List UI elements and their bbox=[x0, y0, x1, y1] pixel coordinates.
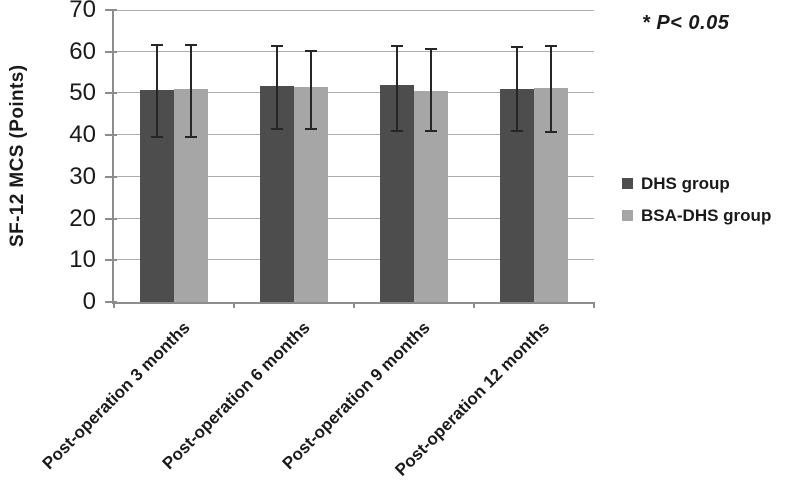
y-axis-tick bbox=[105, 301, 117, 303]
legend-swatch-bsa-dhs-icon bbox=[622, 210, 633, 221]
legend: DHS group BSA-DHS group bbox=[622, 172, 771, 227]
x-axis-tick bbox=[353, 302, 355, 308]
error-bar-cap-bottom bbox=[545, 130, 557, 133]
error-bar-line bbox=[396, 46, 398, 131]
error-bar-line bbox=[516, 46, 518, 132]
gridline bbox=[114, 10, 594, 11]
error-bar-cap-top bbox=[185, 43, 197, 46]
y-tick-label: 0 bbox=[82, 288, 96, 315]
error-bar-cap-top bbox=[545, 45, 557, 48]
error-bar-line bbox=[156, 44, 158, 138]
error-bar-cap-bottom bbox=[391, 129, 403, 132]
error-bar-cap-bottom bbox=[511, 130, 523, 133]
y-tick-label: 30 bbox=[69, 162, 96, 190]
y-tick-label: 40 bbox=[69, 121, 96, 149]
y-tick-label: 70 bbox=[69, 0, 96, 23]
legend-item-bsa-dhs-group: BSA-DHS group bbox=[622, 204, 771, 227]
gridline bbox=[114, 134, 594, 136]
error-bar-cap-top bbox=[511, 45, 523, 48]
x-axis-tick bbox=[593, 302, 595, 308]
gridline bbox=[114, 50, 594, 52]
gridline bbox=[114, 259, 594, 261]
gridline bbox=[114, 92, 594, 94]
y-axis-tick bbox=[105, 92, 117, 95]
y-axis-tick bbox=[105, 50, 117, 53]
error-bar-cap-top bbox=[391, 45, 403, 48]
x-axis-tick bbox=[113, 302, 115, 308]
error-bar-cap-top bbox=[271, 44, 283, 47]
y-axis-tick bbox=[105, 175, 117, 178]
error-bar-line bbox=[276, 45, 278, 129]
y-tick-label: 60 bbox=[69, 37, 96, 65]
error-bar-line bbox=[310, 50, 312, 130]
y-tick-label: 20 bbox=[69, 204, 96, 232]
error-bar-line bbox=[190, 44, 192, 138]
legend-swatch-dhs-icon bbox=[622, 178, 633, 189]
p-value-annotation: * P< 0.05 bbox=[642, 12, 730, 34]
error-bar-cap-bottom bbox=[185, 136, 197, 139]
gridline bbox=[114, 217, 594, 219]
y-tick-label: 50 bbox=[69, 79, 96, 107]
error-bar-cap-bottom bbox=[305, 128, 317, 131]
error-bar-cap-top bbox=[151, 43, 163, 46]
x-axis-tick bbox=[233, 302, 235, 308]
error-bar-cap-top bbox=[425, 47, 437, 50]
error-bar-cap-bottom bbox=[271, 127, 283, 130]
error-bar-line bbox=[550, 46, 552, 132]
plot-area: 0 10 20 30 40 50 60 70 Post-operation 3 months Po… bbox=[38, 0, 595, 480]
error-bar-cap-bottom bbox=[425, 129, 437, 132]
error-bar-line bbox=[430, 48, 432, 131]
y-axis-tick bbox=[105, 217, 117, 220]
gridline bbox=[114, 175, 594, 177]
error-bar-cap-bottom bbox=[151, 136, 163, 139]
y-tick-label: 10 bbox=[69, 246, 96, 274]
x-axis-tick bbox=[473, 302, 475, 308]
legend-label-dhs-group: DHS group bbox=[641, 173, 730, 193]
y-axis-tick bbox=[105, 134, 117, 137]
legend-label-bsa-dhs-group: BSA-DHS group bbox=[641, 205, 772, 225]
legend-item-dhs-group: DHS group bbox=[622, 172, 771, 195]
y-axis-tick bbox=[105, 259, 117, 262]
error-bar-cap-top bbox=[305, 49, 317, 52]
y-axis-tick bbox=[105, 9, 117, 11]
